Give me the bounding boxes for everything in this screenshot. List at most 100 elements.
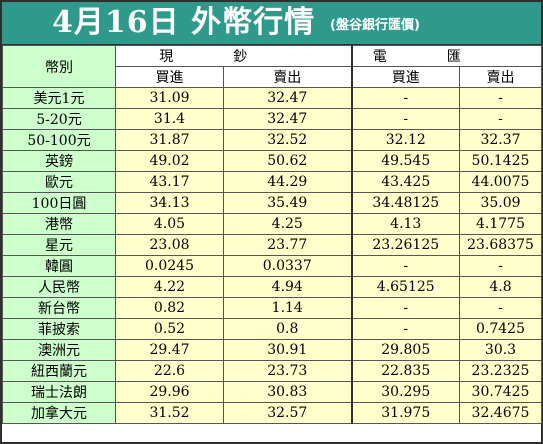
remit-sell-cell: -	[459, 87, 542, 109]
remit-sell-cell: 4.8	[459, 276, 542, 298]
table-row: 澳洲元 29.47 30.91 29.805 30.3	[2, 339, 542, 361]
cash-buy-cell: 31.87	[115, 129, 224, 151]
cash-buy-cell: 23.08	[115, 234, 224, 256]
remit-sell-cell: 44.0075	[459, 171, 542, 193]
remit-sell-cell: 32.37	[459, 129, 542, 151]
cash-buy-cell: 4.05	[115, 213, 224, 235]
currency-name-cell: 港幣	[2, 213, 116, 235]
cash-buy-cell: 22.6	[115, 360, 224, 382]
remit-sell-cell: 23.2325	[459, 360, 542, 382]
remit-buy-cell: 30.295	[350, 381, 460, 403]
remit-group-header: 電匯	[350, 45, 542, 67]
currency-name-cell: 加拿大元	[2, 402, 116, 424]
cash-buy-cell: 31.09	[115, 87, 224, 109]
remit-sell-cell: 23.68375	[459, 234, 542, 256]
remit-buy-cell: 31.975	[350, 402, 460, 424]
header-row-sub: 買進 賣出 買進 賣出	[3, 66, 542, 88]
table-row: 5-20元 31.4 32.47- -	[2, 108, 542, 130]
remit-buy-cell: -	[350, 318, 460, 340]
cash-buy-cell: 49.02	[115, 150, 224, 172]
cash-sell-cell: 32.47	[223, 87, 352, 109]
cash-buy-cell: 31.4	[115, 108, 224, 130]
remit-buy-cell: -	[350, 297, 460, 319]
remit-buy-cell: 29.805	[350, 339, 460, 361]
currency-name-cell: 瑞士法朗	[2, 381, 116, 403]
cash-buy-cell: 29.96	[115, 381, 224, 403]
cash-buy-cell: 0.82	[115, 297, 224, 319]
currency-name-cell: 50-100元	[2, 129, 116, 151]
remit-sell-cell: 30.3	[459, 339, 542, 361]
currency-name-cell: 韓圓	[2, 255, 116, 277]
cash-sell-cell: 0.0337	[223, 255, 352, 277]
table-row: 100日圓 34.13 35.49 34.48125 35.09	[2, 192, 542, 214]
cash-sell-cell: 23.73	[223, 360, 352, 382]
remit-buy-cell: 23.26125	[350, 234, 460, 256]
cash-buy-cell: 29.47	[115, 339, 224, 361]
table-row: 港幣 4.05 4.25 4.13 4.1775	[2, 213, 542, 235]
remit-buy-cell: 22.835	[350, 360, 460, 382]
currency-name-cell: 歐元	[2, 171, 116, 193]
currency-name-cell: 菲披索	[2, 318, 116, 340]
currency-name-cell: 英鎊	[2, 150, 116, 172]
cash-sell-cell: 32.57	[223, 402, 352, 424]
table-row: 加拿大元 31.52 32.57 31.975 32.4675	[2, 402, 542, 424]
cash-sell-cell: 30.91	[223, 339, 352, 361]
source-label: (盤谷銀行匯價)	[330, 18, 420, 33]
remit-sell-cell: 35.09	[459, 192, 542, 214]
currency-name-cell: 5-20元	[2, 108, 116, 130]
remit-sell-cell: 50.1425	[459, 150, 542, 172]
cash-sell-header: 賣出	[223, 66, 352, 88]
remit-buy-cell: 32.12	[350, 129, 460, 151]
cash-sell-cell: 1.14	[223, 297, 352, 319]
cash-buy-cell: 43.17	[115, 171, 224, 193]
remit-sell-cell: 32.4675	[459, 402, 542, 424]
table-row: 紐西蘭元 22.6 23.73 22.835 23.2325	[2, 360, 542, 382]
cash-sell-cell: 50.62	[223, 150, 352, 172]
currency-name-cell: 新台幣	[2, 297, 116, 319]
remit-sell-header: 賣出	[459, 66, 542, 88]
currency-name-cell: 人民幣	[2, 276, 116, 298]
remit-sell-cell: -	[459, 255, 542, 277]
cash-sell-cell: 4.25	[223, 213, 352, 235]
cash-buy-header: 買進	[115, 66, 224, 88]
cash-sell-cell: 32.47	[223, 108, 352, 130]
cash-sell-cell: 4.94	[223, 276, 352, 298]
cash-group-header: 現鈔	[115, 45, 352, 67]
remit-buy-cell: -	[350, 87, 460, 109]
remit-sell-cell: 30.7425	[459, 381, 542, 403]
currency-name-cell: 美元1元	[2, 87, 116, 109]
cash-buy-cell: 34.13	[115, 192, 224, 214]
table-row: 50-100元 31.87 32.52 32.12 32.37	[2, 129, 542, 151]
cash-buy-cell: 0.0245	[115, 255, 224, 277]
cash-buy-cell: 31.52	[115, 402, 224, 424]
remit-sell-cell: 4.1775	[459, 213, 542, 235]
table-row: 新台幣 0.82 1.14- -	[2, 297, 542, 319]
table-row: 星元 23.08 23.77 23.26125 23.68375	[2, 234, 542, 256]
remit-sell-cell: 0.7425	[459, 318, 542, 340]
header-row-groups: 幣別 現鈔 電匯	[2, 45, 542, 88]
rates-table: 幣別 現鈔 電匯 買進 賣出 買進 賣出 美元1元 31.09 32.47- -5-2…	[2, 45, 542, 424]
cash-buy-cell: 4.22	[115, 276, 224, 298]
cash-sell-cell: 30.83	[223, 381, 352, 403]
currency-name-cell: 100日圓	[2, 192, 116, 214]
remit-sell-cell: -	[459, 297, 542, 319]
cash-sell-cell: 32.52	[223, 129, 352, 151]
remit-buy-cell: 34.48125	[350, 192, 460, 214]
currency-column-header: 幣別	[2, 45, 116, 88]
table-row: 人民幣 4.22 4.94 4.65125 4.8	[2, 276, 542, 298]
remit-buy-header: 買進	[350, 66, 460, 88]
cash-sell-cell: 44.29	[223, 171, 352, 193]
remit-buy-cell: -	[350, 108, 460, 130]
table-row: 韓圓 0.0245 0.0337- -	[2, 255, 542, 277]
remit-buy-cell: 4.13	[350, 213, 460, 235]
table-row: 歐元 43.17 44.29 43.425 44.0075	[2, 171, 542, 193]
cash-sell-cell: 0.8	[223, 318, 352, 340]
title-banner: 4月16日 外幣行情 (盤谷銀行匯價)	[2, 2, 541, 46]
currency-name-cell: 星元	[2, 234, 116, 256]
remit-buy-cell: 49.545	[350, 150, 460, 172]
remit-buy-cell: 43.425	[350, 171, 460, 193]
remit-buy-cell: -	[350, 255, 460, 277]
cash-sell-cell: 35.49	[223, 192, 352, 214]
page-title: 4月16日 外幣行情	[52, 5, 316, 40]
